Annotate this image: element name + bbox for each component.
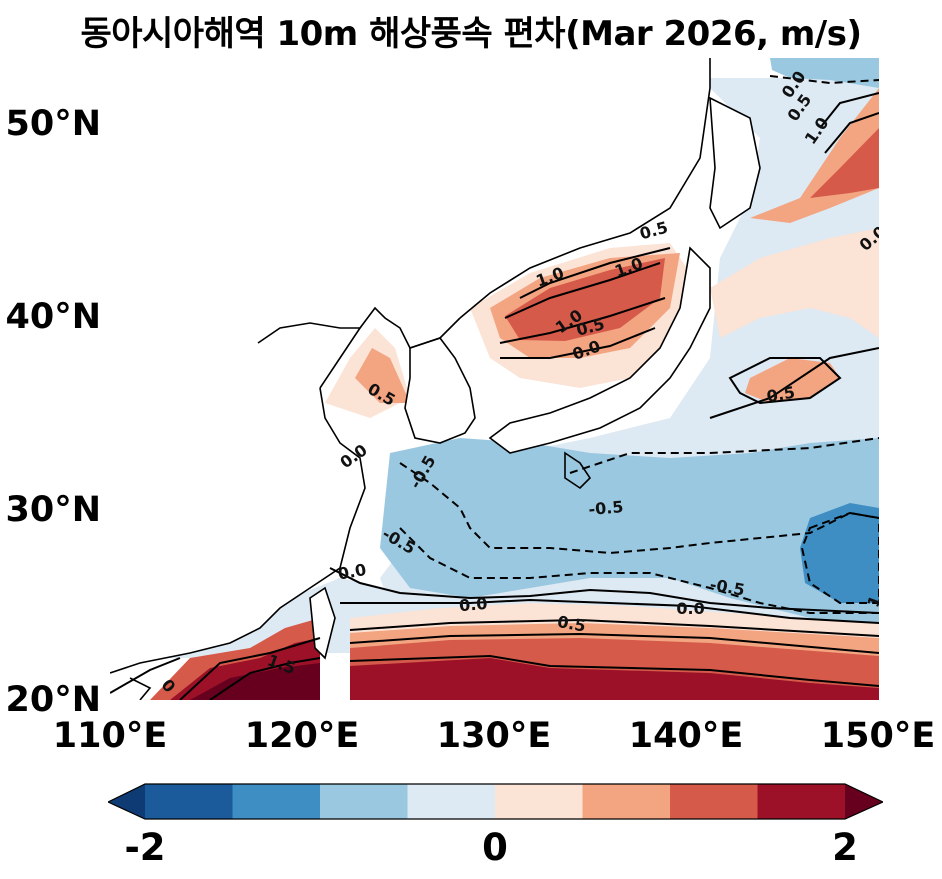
colorbar-label-min: -2 [124, 826, 166, 869]
region-pos1-15-ne [810, 128, 879, 198]
region-pos15-2-band [350, 658, 879, 700]
region-neg05-1-south [380, 438, 879, 628]
x-tick-150e: 150°E [820, 716, 936, 756]
y-tick-40n: 40°N [5, 297, 102, 337]
colorbar-bin [145, 784, 233, 819]
contour-label: 0.0 [458, 594, 488, 615]
anomaly-fill [110, 58, 879, 700]
x-tick-140e: 140°E [628, 716, 744, 756]
region-pos05-1-east [745, 358, 840, 403]
colorbar-bin [320, 784, 408, 819]
map-title: 동아시아해역 10m 해상풍속 편차(Mar 2026, m/s) [80, 14, 862, 54]
land-mask [110, 58, 760, 700]
x-tick-110e: 110°E [52, 716, 168, 756]
map-plot-area: 0.0 0.5 1.0 0.5 1.0 1.0 0.0 1.0 0.5 0.0 0.5 0.5 0.0-… [110, 58, 879, 700]
colorbar-bin [232, 784, 321, 819]
colorbar-bin [670, 784, 758, 819]
colorbar-over-arrow [845, 784, 883, 819]
contour-label: 0.0 [676, 599, 704, 618]
contour-label: 0.0 [336, 560, 367, 584]
coastlines [110, 58, 761, 700]
colorbar-bin [582, 784, 671, 819]
contour-label: 1 [863, 593, 879, 610]
colorbar-under-arrow [108, 784, 145, 819]
y-tick-20n: 20°N [5, 680, 102, 720]
region-yellow-sea-pos05 [355, 348, 410, 403]
contour-label: 0.5 [765, 383, 796, 407]
colorbar-bin [495, 784, 583, 819]
y-tick-30n: 30°N [5, 490, 102, 530]
region-sea-of-japan-pos1 [505, 258, 665, 341]
colorbar [108, 783, 883, 820]
x-tick-120e: 120°E [244, 716, 360, 756]
contour-lines [110, 75, 879, 700]
colorbar-label-max: 2 [832, 826, 858, 869]
contour-label: 0.5 [556, 612, 587, 636]
region-pos0-05-east [710, 228, 879, 338]
x-tick-130e: 130°E [436, 716, 552, 756]
colorbar-bin [757, 784, 846, 819]
colorbar-bin [407, 784, 496, 819]
contour-label: -0.5 [588, 497, 625, 519]
colorbar-label-zero: 0 [482, 826, 508, 869]
region-neg05-1-north [770, 58, 879, 88]
wind-anomaly-map: 0.00.51.00.51.0 1.00.01.00.50.00.5 0.50.0-… [110, 58, 879, 700]
y-tick-50n: 50°N [5, 104, 102, 144]
